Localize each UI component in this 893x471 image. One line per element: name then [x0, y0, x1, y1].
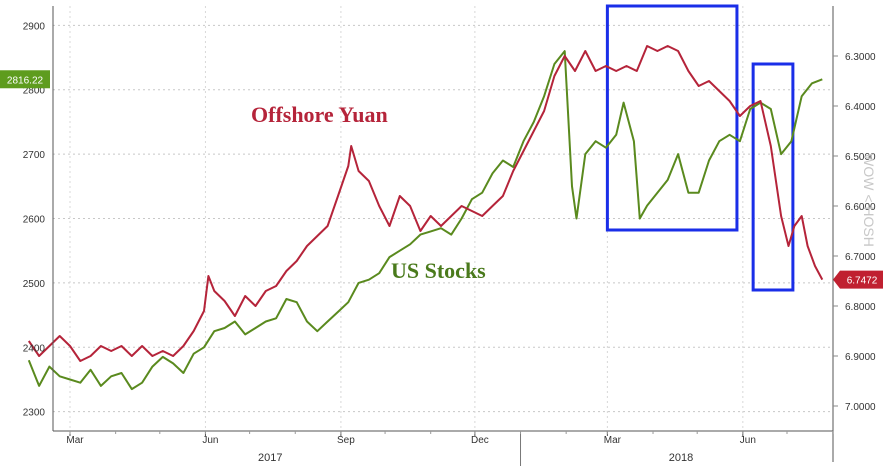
- offshore-yuan-annotation: Offshore Yuan: [251, 102, 388, 127]
- series-lines: [27, 45, 824, 391]
- right-tick-label: 6.5000: [845, 152, 876, 163]
- us-stocks-badge-text: 2816.22: [7, 75, 44, 86]
- x-axis-ticks: Mar Jun Sep Dec Mar Jun 2017 2018: [66, 431, 834, 464]
- highlight-box-0: [605, 4, 739, 232]
- us-stocks-annotation: US Stocks: [391, 258, 486, 283]
- left-tick-label: 2700: [23, 150, 46, 161]
- watermark: WOW < HOSH: [861, 153, 877, 247]
- year-label-2017: 2017: [258, 452, 282, 464]
- x-tick-label: Sep: [337, 435, 355, 446]
- x-tick-label: Jun: [202, 435, 218, 446]
- left-tick-label: 2500: [23, 279, 46, 290]
- axes: [52, 6, 834, 466]
- right-tick-label: 6.3000: [845, 52, 876, 63]
- grid: [53, 6, 833, 431]
- highlight-box-1: [751, 62, 795, 292]
- highlight-boxes: [605, 4, 795, 292]
- left-tick-label: 2600: [23, 215, 46, 226]
- left-tick-label: 2300: [23, 408, 46, 419]
- right-tick-label: 6.6000: [845, 202, 876, 213]
- x-tick-label: Dec: [471, 435, 489, 446]
- right-tick-label: 6.7000: [845, 252, 876, 263]
- left-tick-label: 2800: [23, 86, 46, 97]
- us-stocks-badge: [0, 70, 50, 89]
- year-label-2018: 2018: [669, 452, 693, 464]
- right-tick-label: 6.8000: [845, 302, 876, 313]
- x-tick-label: Mar: [604, 435, 622, 446]
- right-tick-label: 6.4000: [845, 102, 876, 113]
- offshore-yuan-line: [27, 45, 824, 362]
- offshore-yuan-badge-text: 6.7472: [847, 276, 878, 287]
- left-tick-label: 2900: [23, 21, 46, 32]
- us-stocks-line: [27, 50, 823, 391]
- left-tick-label: 2400: [23, 343, 46, 354]
- x-tick-label: Jun: [740, 435, 756, 446]
- offshore-yuan-badge: [833, 270, 883, 289]
- left-axis-ticks: 2900 2800 2700 2600 2500 2400 2300: [23, 21, 46, 418]
- right-tick-label: 7.0000: [845, 402, 876, 413]
- x-tick-label: Mar: [66, 435, 84, 446]
- right-tick-label: 6.9000: [845, 352, 876, 363]
- right-axis-ticks: 6.3000 6.4000 6.5000 6.6000 6.7000 6.8000 6.90…: [833, 52, 876, 413]
- last-value-badges: 2816.22 6.7472: [0, 70, 883, 289]
